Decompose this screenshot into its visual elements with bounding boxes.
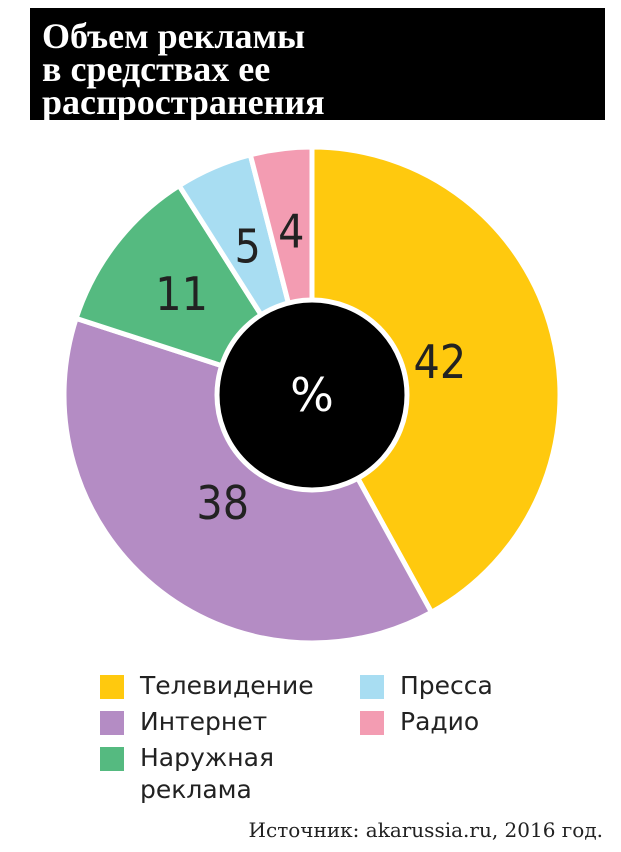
- center-percent-label: %: [290, 368, 334, 422]
- chart-title-line-3: распространения: [42, 82, 325, 122]
- legend-label-outdoor-line-2: реклама: [140, 775, 252, 804]
- legend-label-radio: Радио: [400, 707, 480, 736]
- legend-label-tv: Телевидение: [140, 671, 314, 700]
- legend-swatch-internet: [100, 711, 124, 735]
- data-label-radio: 4: [278, 204, 304, 258]
- data-label-tv: 42: [414, 335, 467, 389]
- donut-chart: 42 38 11 5 4%: [61, 144, 563, 646]
- data-label-press: 5: [234, 219, 260, 273]
- donut-hole: [214, 297, 410, 493]
- data-label-outdoor: 11: [155, 267, 208, 321]
- legend-label-press: Пресса: [400, 671, 493, 700]
- legend-swatch-tv: [100, 675, 124, 699]
- source-note: Источник: akarussia.ru, 2016 год.: [248, 818, 603, 842]
- slice-internet: [61, 315, 434, 646]
- legend-swatch-outdoor: [100, 747, 124, 771]
- legend-swatch-press: [360, 675, 384, 699]
- legend-label-internet: Интернет: [140, 707, 268, 736]
- legend-swatch-radio: [360, 711, 384, 735]
- title-banner: Объем рекламы в средствах ее распростран…: [30, 8, 605, 120]
- chart-title-line-2: в средствах ее: [42, 49, 271, 89]
- data-label-internet: 38: [196, 476, 249, 530]
- chart-title-line-1: Объем рекламы: [42, 16, 306, 56]
- legend-label-outdoor-line-1: Наружная: [140, 743, 275, 772]
- slice-tv: [309, 144, 563, 615]
